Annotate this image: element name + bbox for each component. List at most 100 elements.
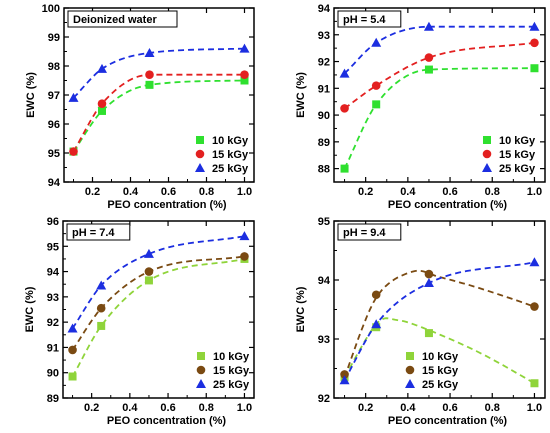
x-tick-label: 0.2 — [358, 186, 373, 198]
data-point-15-kgy — [340, 370, 349, 379]
legend-marker — [195, 149, 205, 159]
legend-label: 25 kGy — [499, 163, 536, 175]
panel-title-box — [67, 10, 178, 28]
legend-marker — [406, 352, 414, 360]
x-tick-label: 0.2 — [358, 402, 373, 414]
x-axis-label: PEO concentration (%) — [107, 415, 227, 427]
fit-curve-10-kgy — [71, 258, 245, 377]
data-point-15-kgy — [240, 70, 249, 79]
y-tick-label: 94 — [47, 267, 60, 279]
y-axis-label: EWC (%) — [295, 72, 307, 118]
y-tick-label: 96 — [48, 119, 60, 131]
data-point-10-kgy — [372, 100, 381, 109]
data-point-25-kgy — [96, 280, 107, 290]
data-point-25-kgy — [371, 37, 382, 47]
data-point-25-kgy — [239, 231, 250, 241]
legend-label: 15 kGy — [422, 365, 459, 377]
chart-panel-3: 0.2 0.4 0.6 0.8 1.0 89 90 91 92 93 94 95 96 PEO conce… — [24, 216, 255, 427]
x-axis-label: PEO concentration (%) — [388, 199, 508, 211]
y-tick-label: 92 — [318, 57, 330, 69]
data-point-25-kgy — [144, 47, 155, 57]
legend-label: 15 kGy — [499, 149, 536, 161]
legend-label: 25 kGy — [213, 379, 250, 391]
y-tick-label: 95 — [318, 216, 330, 228]
y-tick-label: 94 — [318, 275, 331, 287]
x-tick-label: 0.2 — [85, 186, 100, 198]
x-tick-label: 1.0 — [237, 402, 252, 414]
data-point-25-kgy — [67, 323, 78, 333]
plot-frame — [333, 7, 546, 183]
data-point-10-kgy — [424, 329, 433, 338]
x-tick-label: 0.2 — [84, 402, 99, 414]
y-tick-label: 88 — [318, 164, 330, 176]
data-point-25-kgy — [529, 257, 540, 267]
data-point-15-kgy — [144, 267, 154, 276]
data-point-10-kgy — [340, 164, 349, 173]
panel-title-box — [337, 223, 402, 241]
fit-curve-25-kgy — [343, 25, 535, 75]
x-axis-label: PEO concentration (%) — [388, 415, 508, 427]
data-point-15-kgy — [240, 252, 249, 261]
legend-label: 25 kGy — [212, 163, 249, 175]
panel-title: pH = 9.4 — [343, 227, 386, 239]
data-point-10-kgy — [424, 65, 433, 74]
x-tick-label: 1.0 — [527, 402, 542, 414]
data-point-25-kgy — [371, 319, 382, 329]
y-tick-label: 93 — [318, 334, 330, 346]
fit-curve-15-kgy — [344, 41, 535, 110]
chart-panel-4: 0.2 0.4 0.6 0.8 1.0 92 93 94 95 PEO concentration… — [295, 216, 546, 427]
data-point-15-kgy — [340, 104, 349, 113]
fit-curve-25-kgy — [72, 47, 245, 99]
y-tick-label: 92 — [318, 393, 330, 405]
data-point-25-kgy — [339, 375, 350, 385]
y-tick-label: 95 — [48, 148, 60, 160]
data-point-25-kgy — [423, 277, 434, 287]
x-tick-label: 0.8 — [485, 186, 500, 198]
x-tick-label: 1.0 — [237, 186, 252, 198]
data-point-25-kgy — [97, 63, 107, 73]
x-tick-label: 0.8 — [199, 186, 214, 198]
x-tick-label: 0.6 — [161, 186, 176, 198]
data-point-10-kgy — [240, 76, 249, 85]
data-point-10-kgy — [145, 80, 154, 89]
data-point-25-kgy — [423, 21, 434, 31]
legend-label: 10 kGy — [213, 351, 250, 363]
x-axis-label: PEO concentration (%) — [107, 199, 227, 211]
y-tick-label: 89 — [318, 137, 330, 149]
legend-marker — [196, 136, 204, 144]
chart-panel-1: 0.2 0.4 0.6 0.8 1.0 94 95 96 97 98 99 100 PEO concen… — [25, 3, 255, 211]
data-point-15-kgy — [371, 290, 381, 300]
y-axis-label: EWC (%) — [24, 286, 36, 332]
fit-curve-10-kgy — [72, 79, 245, 153]
data-point-15-kgy — [530, 302, 539, 311]
fit-curve-25-kgy — [343, 261, 535, 381]
data-point-15-kgy — [96, 303, 106, 313]
legend-label: 10 kGy — [212, 135, 249, 147]
y-axis-label: EWC (%) — [295, 286, 307, 332]
data-point-15-kgy — [424, 269, 434, 279]
y-tick-label: 91 — [318, 83, 330, 95]
x-tick-label: 0.6 — [160, 402, 175, 414]
x-tick-label: 0.4 — [122, 402, 138, 414]
legend-marker — [483, 136, 491, 144]
fit-curve-10-kgy — [343, 317, 535, 385]
data-point-10-kgy — [144, 276, 153, 285]
data-point-15-kgy — [68, 345, 77, 355]
data-point-15-kgy — [97, 99, 107, 108]
data-point-25-kgy — [529, 21, 540, 31]
legend-label: 10 kGy — [422, 351, 459, 363]
y-tick-label: 96 — [47, 216, 59, 228]
y-tick-label: 92 — [47, 317, 59, 329]
x-tick-label: 1.0 — [527, 186, 542, 198]
y-tick-label: 90 — [47, 368, 59, 380]
chart-panel-2: 0.2 0.4 0.6 0.8 1.0 88 89 90 91 92 93 94 PEO concent… — [295, 3, 546, 211]
data-point-15-kgy — [530, 38, 539, 48]
y-tick-label: 94 — [48, 177, 61, 189]
data-point-10-kgy — [530, 379, 539, 388]
y-axis-label: EWC (%) — [25, 72, 37, 118]
legend-marker — [196, 365, 206, 375]
data-point-10-kgy — [530, 64, 539, 73]
data-point-10-kgy — [68, 372, 77, 381]
y-tick-label: 95 — [47, 241, 59, 253]
data-point-15-kgy — [371, 81, 381, 90]
